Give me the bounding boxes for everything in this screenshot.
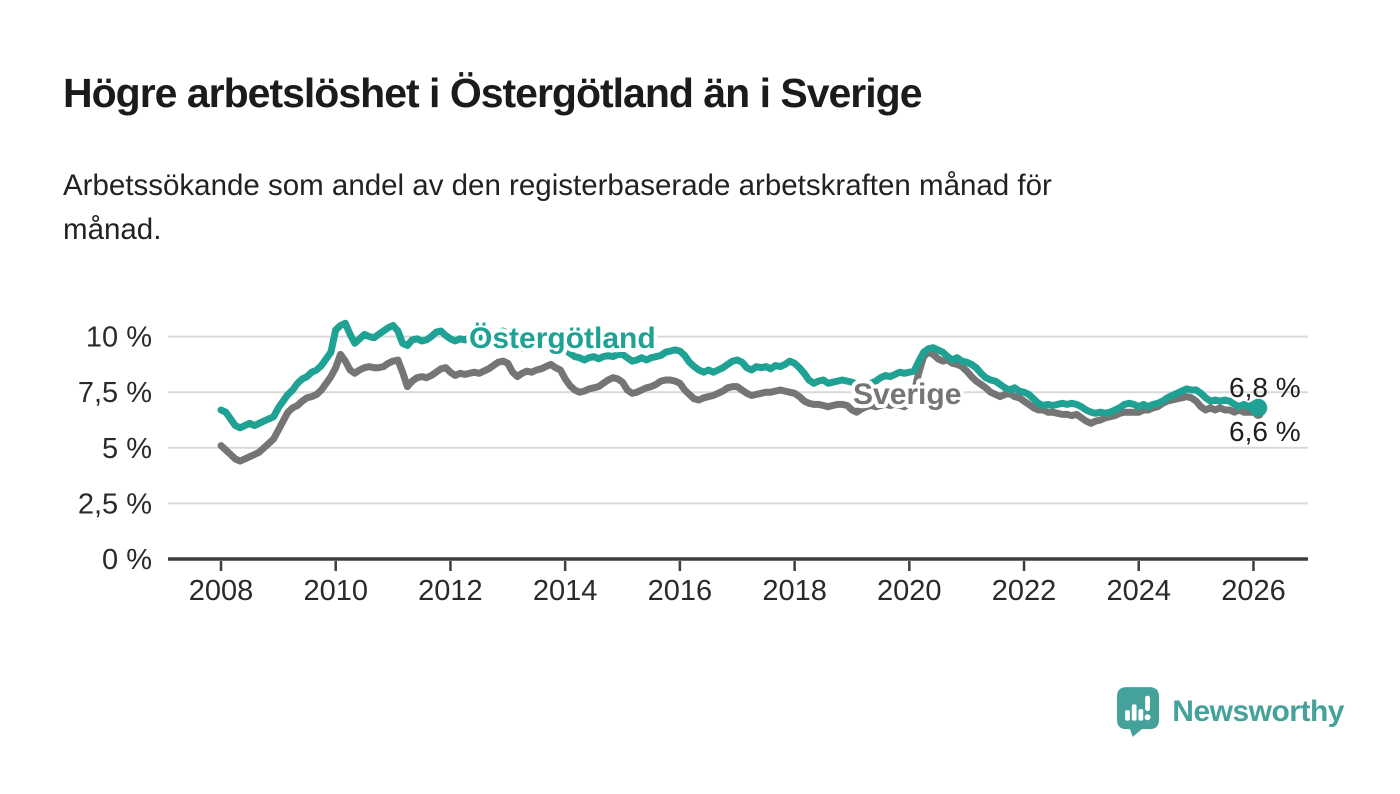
x-tick-label-2008: 2008 — [189, 575, 254, 607]
chart-subtitle-line-1: Arbetssökande som andel av den registerb… — [63, 169, 1052, 202]
x-tick-label-2014: 2014 — [533, 575, 598, 607]
series-line-Östergötland — [217, 319, 1262, 432]
series-end-value-Östergötland: 6,8 % — [1229, 372, 1301, 403]
x-tick-label-2020: 2020 — [877, 575, 942, 607]
newsworthy-wordmark: Newsworthy — [1172, 695, 1344, 728]
newsworthy-logo: Newsworthy — [1117, 686, 1344, 738]
y-tick-label-7.5: 7,5 % — [78, 377, 152, 409]
newsworthy-chart-bubble-icon — [1117, 687, 1160, 737]
y-tick-label-2.5: 2,5 % — [78, 488, 152, 520]
x-tick-label-2016: 2016 — [648, 575, 713, 607]
x-tick-label-2026: 2026 — [1221, 575, 1286, 607]
chart-subtitle-line-2: månad. — [63, 213, 162, 246]
page-title: Högre arbetslöshet i Östergötland än i S… — [63, 70, 923, 116]
series-label-Sverige: Sverige — [853, 378, 961, 411]
y-tick-label-5: 5 % — [102, 433, 152, 465]
chart-subtitle: Arbetssökande som andel av den registerb… — [63, 164, 1303, 252]
x-tick-label-2024: 2024 — [1107, 575, 1172, 607]
series-end-value-Sverige: 6,6 % — [1229, 416, 1301, 447]
series-line-Sverige — [217, 348, 1262, 465]
series-label-Östergötland: Östergötland — [469, 322, 656, 355]
x-tick-label-2018: 2018 — [762, 575, 827, 607]
x-tick-label-2022: 2022 — [992, 575, 1057, 607]
y-tick-label-0: 0 % — [102, 544, 152, 576]
x-tick-label-2012: 2012 — [418, 575, 483, 607]
series-end-dot-Östergötland — [1249, 398, 1268, 417]
x-tick-label-2010: 2010 — [303, 575, 368, 607]
y-tick-label-10: 10 % — [86, 322, 152, 354]
